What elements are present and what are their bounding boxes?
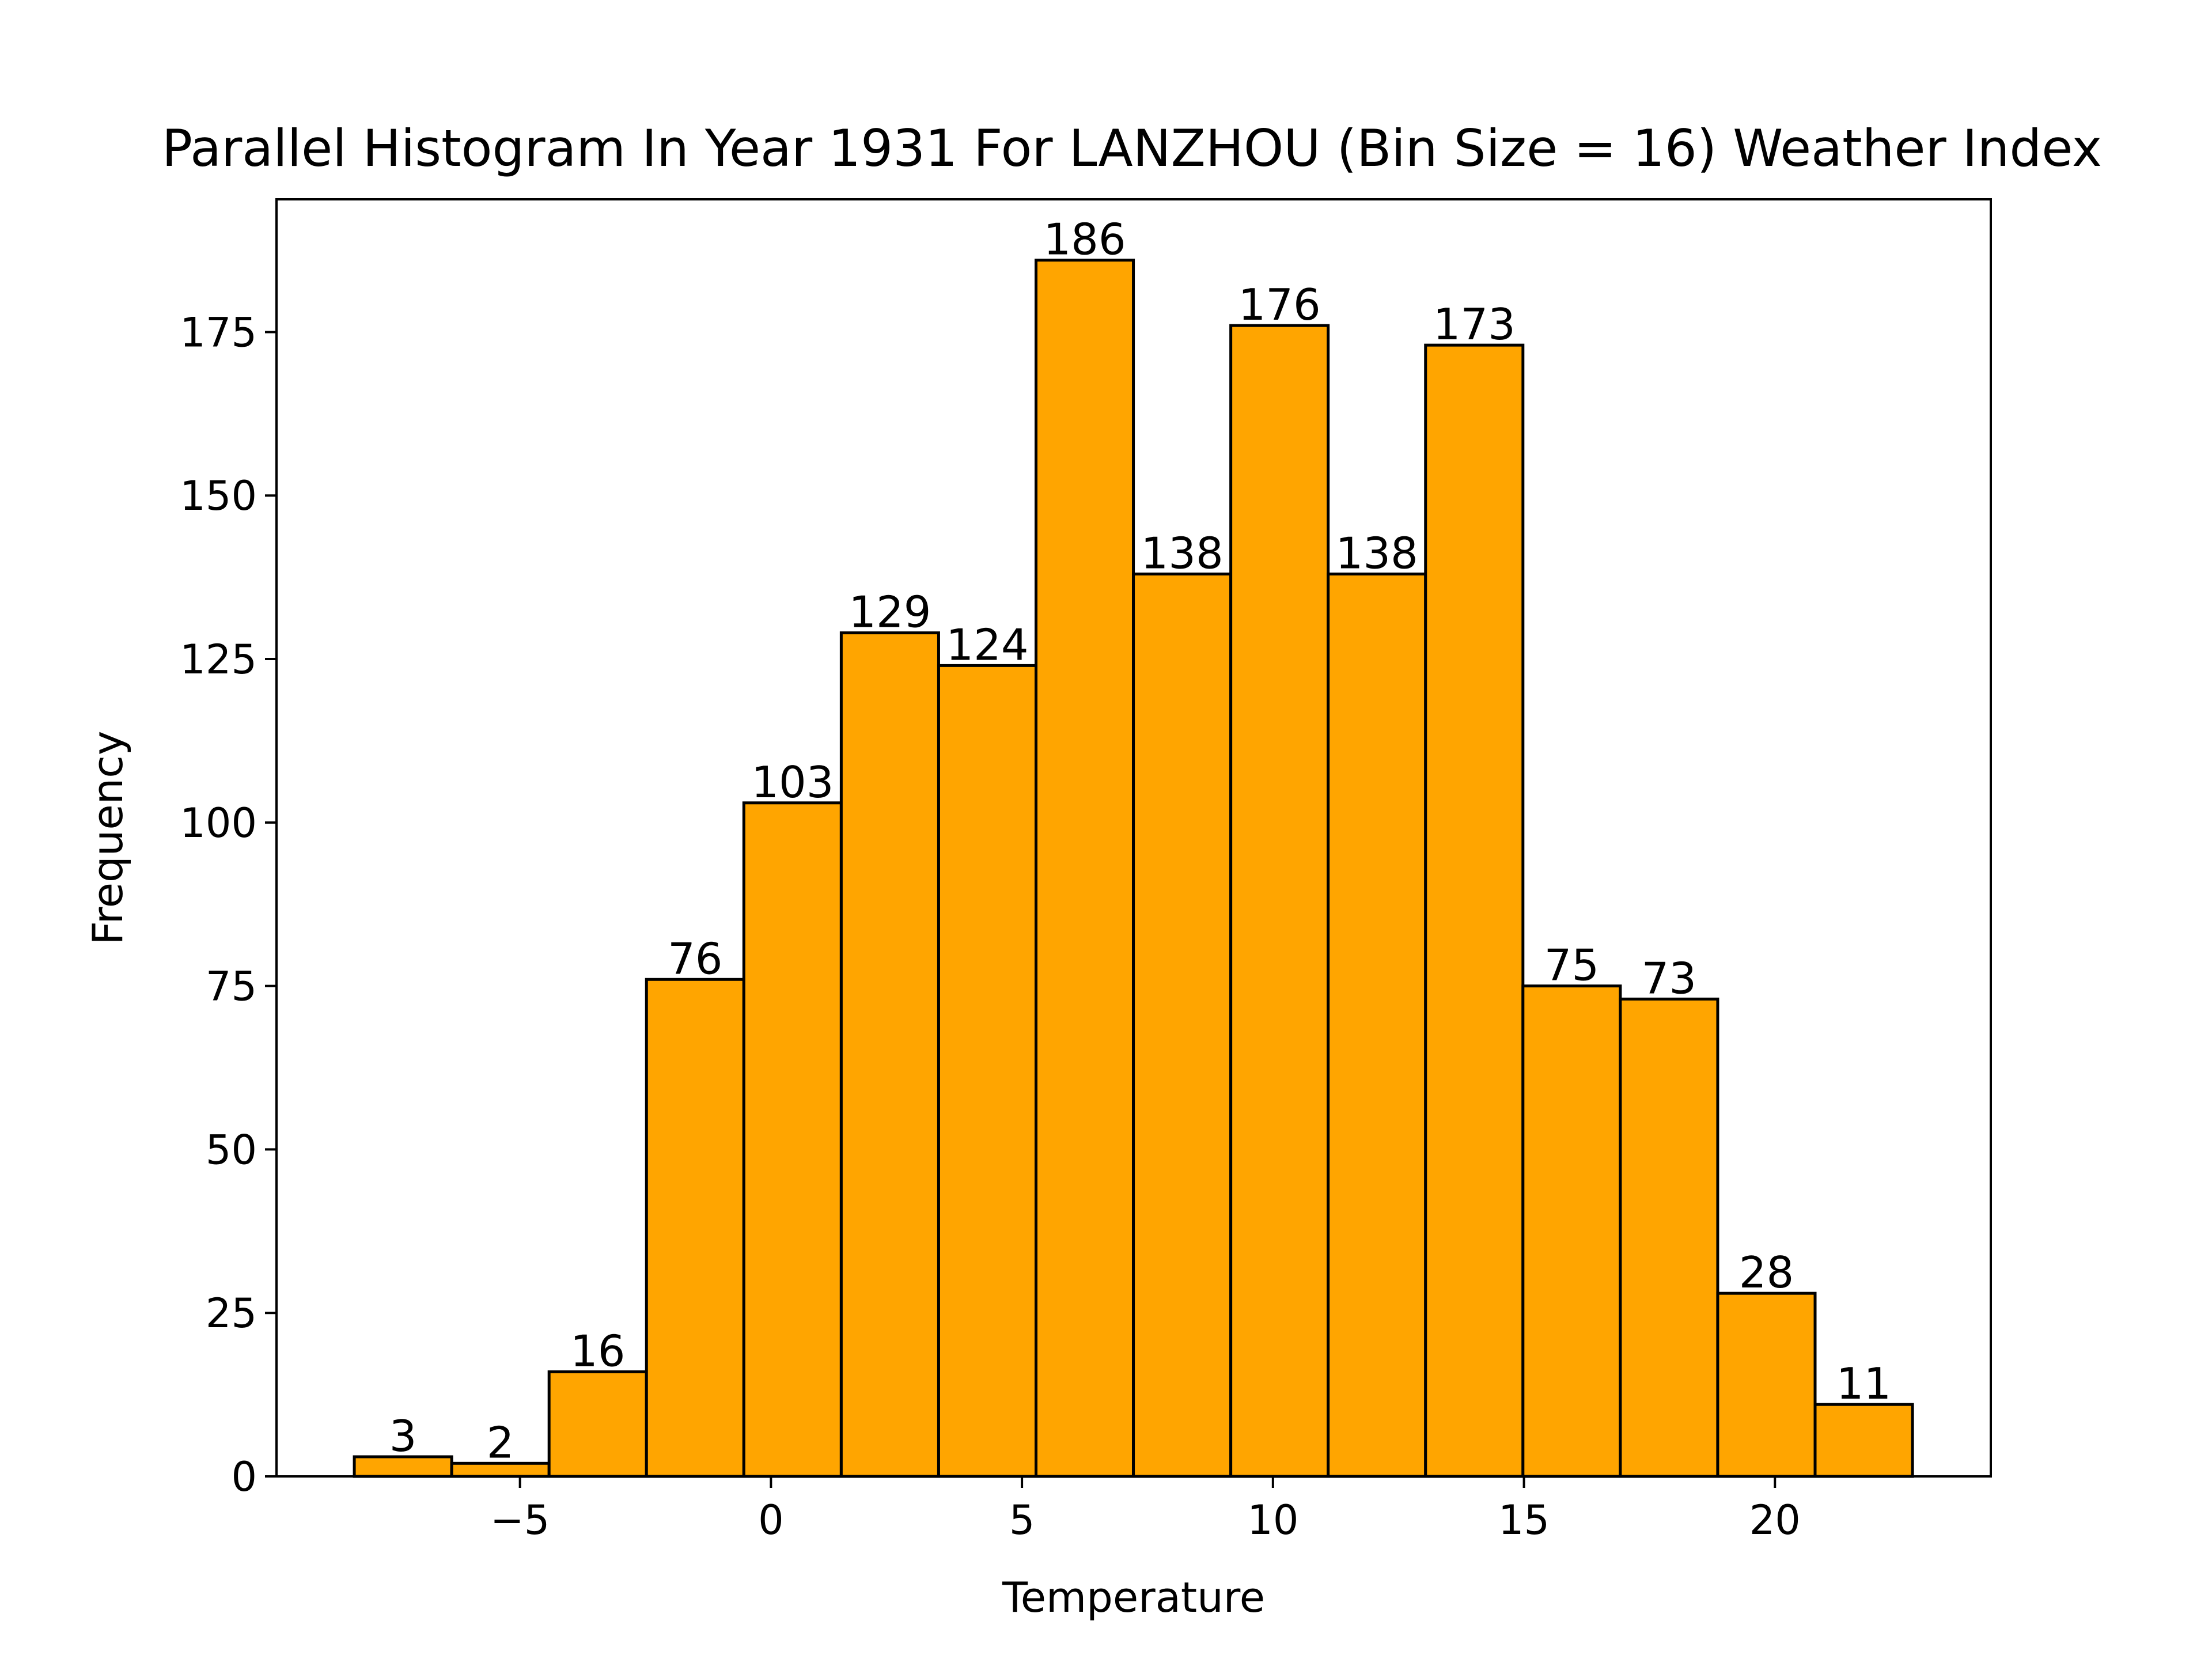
bar-value-label: 124 <box>946 619 1028 670</box>
bar-value-label: 103 <box>751 757 834 808</box>
histogram-bar <box>353 1455 453 1478</box>
histogram-bar <box>645 978 745 1478</box>
histogram-bar <box>937 664 1038 1478</box>
x-axis: −5 0 5 10 15 20 <box>490 1476 1801 1544</box>
bar-value-label: 28 <box>1739 1247 1794 1298</box>
y-tick-label: 125 <box>180 636 257 683</box>
y-tick-label: 75 <box>206 963 257 1010</box>
x-tick-label: −5 <box>490 1497 550 1544</box>
bar-value-label: 138 <box>1336 528 1418 578</box>
x-tick-label: 15 <box>1498 1497 1550 1544</box>
histogram-bar <box>1327 572 1427 1478</box>
bar-value-label: 173 <box>1433 299 1516 350</box>
x-tick-label: 5 <box>1009 1497 1035 1544</box>
y-axis: 0 25 50 75 100 125 150 175 <box>180 309 276 1501</box>
bar-value-label: 176 <box>1238 279 1321 330</box>
y-tick-label: 50 <box>206 1126 257 1173</box>
y-tick-label: 0 <box>231 1453 257 1501</box>
bar-value-label: 138 <box>1141 528 1224 578</box>
histogram-bar <box>742 801 843 1478</box>
histogram-bar <box>1035 259 1135 1478</box>
histogram-bar <box>1424 343 1525 1478</box>
x-axis-label: Temperature <box>1002 1573 1265 1622</box>
x-tick-label: 0 <box>758 1497 784 1544</box>
y-axis-label: Frequency <box>84 731 132 945</box>
bar-value-label: 16 <box>570 1325 625 1376</box>
y-tick-label: 25 <box>206 1290 257 1337</box>
bars-layer <box>353 259 1914 1478</box>
bar-value-label: 186 <box>1043 214 1126 265</box>
plot-area-frame <box>275 198 1992 1478</box>
histogram-bar <box>1132 572 1233 1478</box>
histogram-bar <box>547 1370 648 1478</box>
histogram-bar <box>1716 1291 1817 1478</box>
bar-value-label: 129 <box>849 587 931 638</box>
bar-value-label: 73 <box>1642 953 1696 1003</box>
histogram-bar <box>1521 984 1622 1478</box>
bar-value-label: 11 <box>1836 1358 1891 1409</box>
bar-value-label: 75 <box>1544 940 1599 991</box>
histogram-bar <box>1229 324 1330 1478</box>
x-tick-label: 20 <box>1749 1497 1801 1544</box>
bar-value-label: 2 <box>487 1417 514 1468</box>
bar-value-label: 3 <box>389 1411 417 1461</box>
x-tick-label: 10 <box>1247 1497 1298 1544</box>
y-tick-label: 175 <box>180 309 257 356</box>
bar-value-label: 76 <box>668 933 722 984</box>
histogram-bar <box>839 631 940 1478</box>
histogram-bar <box>1619 997 1719 1478</box>
chart-title: Parallel Histogram In Year 1931 For LANZ… <box>162 119 2102 178</box>
data-labels-layer: 3 2 16 76 103 129 124 186 138 176 138 173 75 73 28 11 <box>389 214 1891 1468</box>
histogram-bar <box>1813 1403 1914 1478</box>
y-tick-label: 100 <box>180 800 257 847</box>
y-tick-label: 150 <box>180 472 257 520</box>
